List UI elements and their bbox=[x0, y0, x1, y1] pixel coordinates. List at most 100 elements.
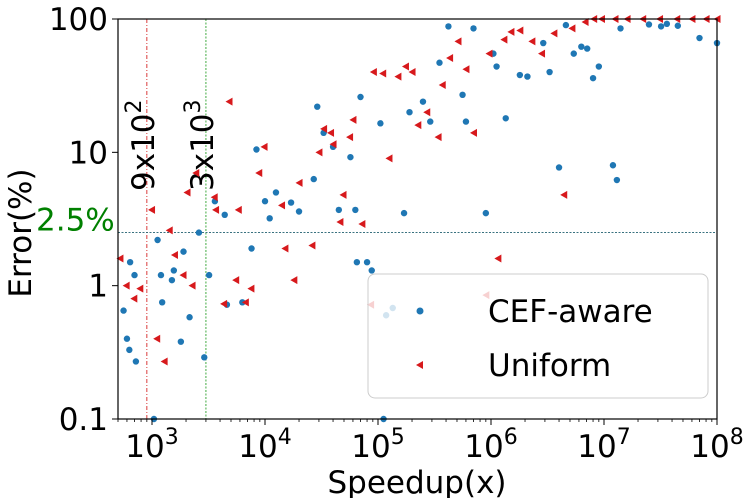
point-cef-aware bbox=[555, 164, 563, 171]
x-tick-exponent: 5 bbox=[391, 425, 405, 450]
vline-label: 3x103 bbox=[181, 99, 221, 191]
point-cef-aware bbox=[126, 258, 134, 266]
point-uniform bbox=[130, 294, 138, 303]
point-uniform bbox=[446, 53, 454, 62]
point-cef-aware bbox=[131, 271, 138, 279]
y-tick-label: 0.1 bbox=[59, 402, 108, 438]
point-uniform bbox=[210, 193, 218, 202]
point-uniform bbox=[394, 72, 402, 81]
point-cef-aware bbox=[168, 276, 176, 284]
point-uniform bbox=[470, 128, 478, 137]
x-tick-exponent: 8 bbox=[730, 425, 744, 450]
point-cef-aware bbox=[253, 146, 260, 153]
point-cef-aware bbox=[154, 236, 161, 244]
point-cef-aware bbox=[419, 98, 427, 105]
data-points bbox=[116, 15, 721, 423]
x-tick-label: 108 bbox=[690, 425, 743, 465]
legend-label-uniform: Uniform bbox=[488, 348, 611, 384]
point-cef-aware bbox=[459, 91, 466, 99]
point-uniform bbox=[385, 154, 393, 163]
point-uniform bbox=[568, 24, 576, 33]
point-cef-aware bbox=[314, 103, 321, 110]
point-cef-aware bbox=[295, 208, 303, 215]
point-cef-aware bbox=[482, 209, 490, 217]
point-uniform bbox=[339, 190, 347, 199]
point-uniform bbox=[278, 201, 286, 210]
legend-box bbox=[367, 273, 709, 399]
point-cef-aware bbox=[546, 68, 553, 76]
point-cef-aware bbox=[352, 206, 359, 214]
point-uniform bbox=[183, 188, 191, 197]
point-cef-aware bbox=[195, 229, 203, 236]
point-uniform bbox=[315, 148, 323, 157]
point-cef-aware bbox=[180, 248, 187, 255]
point-uniform bbox=[148, 205, 156, 214]
legend-marker-cef-aware bbox=[416, 307, 424, 315]
x-tick-exponent: 6 bbox=[504, 425, 518, 450]
point-cef-aware bbox=[261, 198, 269, 205]
point-uniform bbox=[320, 124, 328, 133]
point-uniform bbox=[329, 140, 337, 149]
point-cef-aware bbox=[462, 118, 470, 125]
x-tick-label: 106 bbox=[464, 425, 517, 465]
y-tick-label: 1 bbox=[88, 269, 108, 305]
point-cef-aware bbox=[540, 39, 547, 47]
point-cef-aware bbox=[170, 267, 178, 274]
point-uniform bbox=[550, 29, 558, 38]
plot-area-frame bbox=[117, 18, 718, 420]
point-cef-aware bbox=[310, 175, 317, 183]
point-uniform bbox=[408, 68, 416, 77]
point-uniform bbox=[414, 121, 422, 130]
point-cef-aware bbox=[221, 211, 228, 219]
point-uniform bbox=[369, 68, 377, 77]
point-uniform bbox=[516, 26, 524, 35]
x-tick-label: 104 bbox=[238, 425, 291, 465]
point-cef-aware bbox=[436, 59, 443, 66]
point-uniform bbox=[290, 276, 298, 285]
x-tick-exponent: 7 bbox=[617, 425, 631, 450]
point-cef-aware bbox=[248, 245, 255, 252]
x-tick-label: 107 bbox=[577, 425, 630, 465]
point-cef-aware bbox=[335, 206, 343, 214]
point-uniform bbox=[122, 281, 130, 290]
point-uniform bbox=[538, 49, 546, 58]
point-uniform bbox=[192, 168, 200, 177]
point-cef-aware bbox=[445, 23, 452, 30]
point-cef-aware bbox=[205, 271, 213, 279]
point-uniform bbox=[462, 65, 470, 74]
point-cef-aware bbox=[347, 153, 354, 161]
point-cef-aware bbox=[157, 271, 165, 279]
point-cef-aware bbox=[578, 43, 585, 50]
x-tick-label: 105 bbox=[351, 425, 404, 465]
point-cef-aware bbox=[524, 73, 531, 80]
point-uniform bbox=[308, 241, 316, 250]
point-uniform bbox=[500, 35, 508, 44]
point-cef-aware bbox=[186, 314, 193, 321]
point-uniform bbox=[136, 284, 144, 293]
point-uniform bbox=[423, 108, 431, 117]
point-cef-aware bbox=[353, 258, 361, 266]
point-cef-aware bbox=[400, 209, 408, 217]
point-uniform bbox=[170, 250, 178, 259]
point-cef-aware bbox=[657, 23, 665, 30]
point-cef-aware bbox=[427, 118, 434, 125]
point-uniform bbox=[295, 178, 303, 187]
point-cef-aware bbox=[609, 162, 617, 169]
point-cef-aware bbox=[177, 338, 185, 345]
point-uniform bbox=[220, 299, 228, 308]
y-axis-label: Error(%) bbox=[3, 168, 39, 297]
point-cef-aware bbox=[674, 22, 682, 29]
point-uniform bbox=[188, 281, 196, 290]
point-cef-aware bbox=[502, 115, 509, 122]
point-cef-aware bbox=[123, 335, 131, 342]
point-uniform bbox=[494, 254, 502, 263]
point-uniform bbox=[160, 357, 168, 366]
point-cef-aware bbox=[595, 63, 603, 70]
point-uniform bbox=[581, 17, 589, 26]
point-uniform bbox=[379, 69, 387, 78]
point-uniform bbox=[241, 298, 249, 307]
point-cef-aware bbox=[287, 199, 295, 206]
point-uniform bbox=[179, 271, 187, 280]
point-uniform bbox=[358, 220, 366, 229]
